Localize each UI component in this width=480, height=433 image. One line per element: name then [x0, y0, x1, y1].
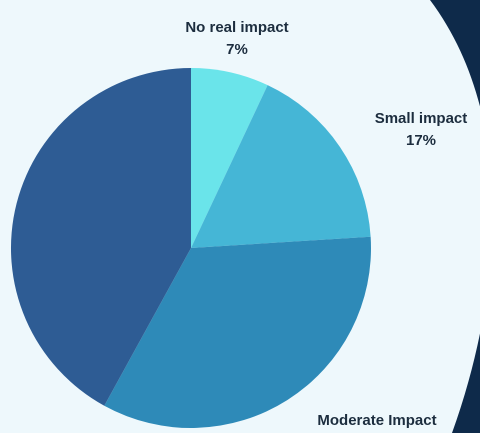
pie-slice-moderate-impact [104, 236, 371, 429]
pie-slices [10, 68, 371, 429]
pie-slice-unlabeled-3 [10, 68, 191, 406]
slice-label-value: 17% [406, 132, 436, 149]
slice-label-name: Moderate Impact [317, 412, 436, 429]
slice-label-name: Small impact [375, 110, 468, 127]
slice-label-name: No real impact [185, 19, 288, 36]
pie-slice-no-real-impact [191, 68, 268, 248]
slice-label-no-real-impact: No real impact 7% [185, 19, 288, 58]
slice-label-moderate-impact: Moderate Impact [317, 412, 436, 429]
pie-slice-small-impact [191, 85, 371, 248]
slice-label-small-impact: Small impact 17% [375, 110, 468, 149]
decorative-backdrop-arc [430, 0, 480, 433]
slice-label-value: 7% [226, 41, 248, 58]
